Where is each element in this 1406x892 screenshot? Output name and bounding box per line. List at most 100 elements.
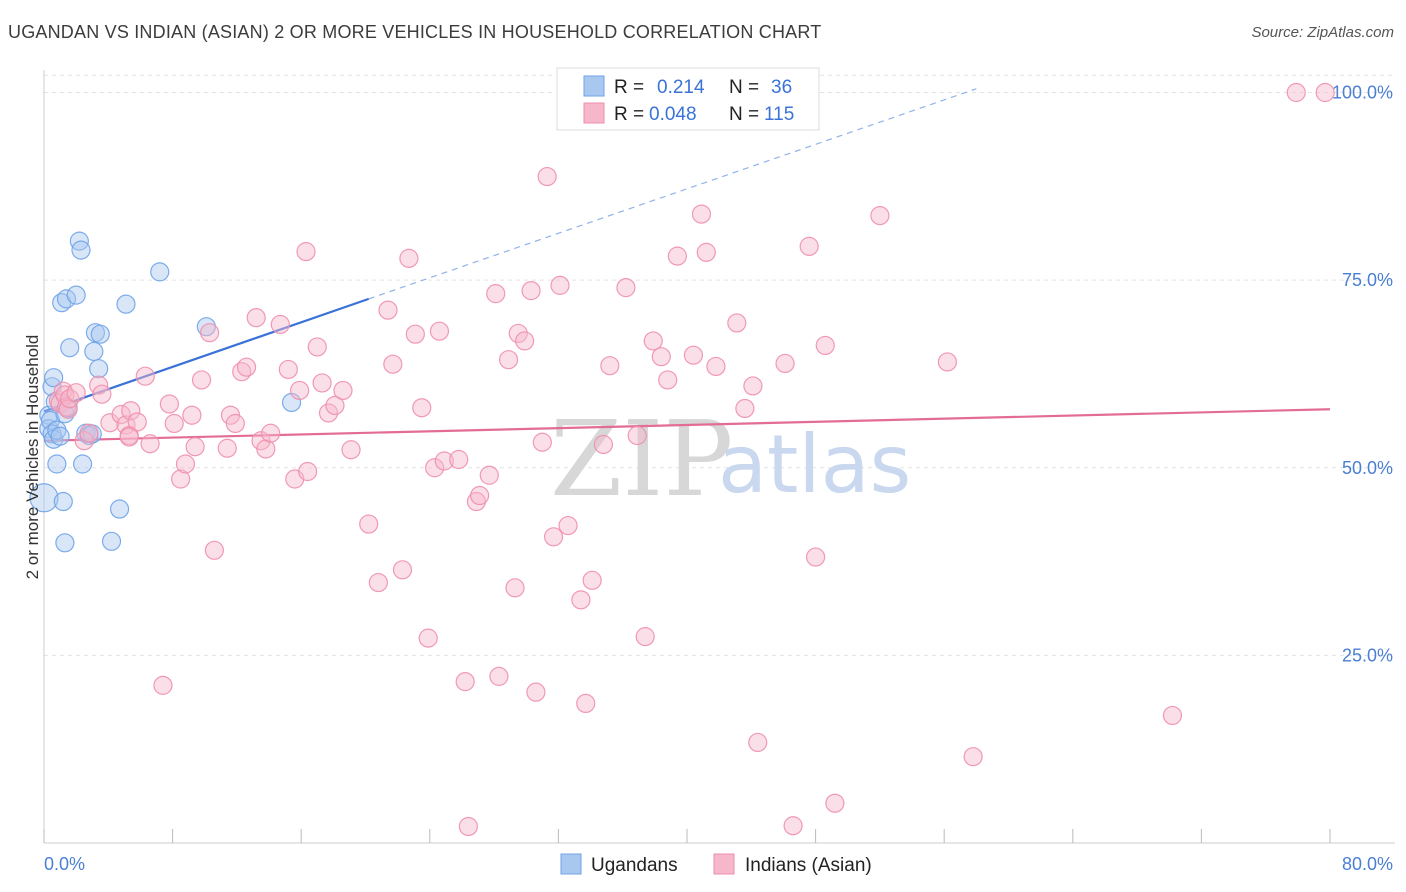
point-ugandans [116, 294, 136, 314]
point-indians [470, 485, 490, 506]
point-ugandans [196, 317, 216, 337]
point-indians [458, 816, 478, 837]
watermark-atlas: atlas [718, 418, 911, 511]
point-indians [378, 300, 398, 320]
point-indians [449, 449, 469, 470]
point-ugandans [109, 499, 130, 519]
point-indians [425, 458, 445, 478]
point-indians [600, 356, 620, 376]
trend-line-indians [43, 408, 1331, 442]
point-ugandans [55, 533, 75, 553]
stats-r-label-1: R = [614, 77, 644, 98]
source-label: Source: ZipAtlas.com [1251, 24, 1394, 41]
point-ugandans [39, 419, 59, 439]
trend-lines [43, 88, 1331, 442]
point-ugandans [60, 338, 80, 358]
trend-extension-ugandans [368, 88, 977, 300]
stats-r-value-2: 0.048 [649, 104, 697, 125]
point-indians [521, 281, 541, 301]
y-axis-label: 2 or more Vehicles in Household [23, 335, 42, 580]
point-ugandans [84, 341, 104, 362]
point-indians [937, 352, 958, 372]
point-indians [706, 356, 726, 377]
stats-legend: R = 0.214 N = 36 R = 0.048 N = 115 [556, 67, 820, 131]
point-indians [399, 248, 419, 268]
legend-swatch-indians [713, 853, 735, 875]
y-tick-label: 25.0% [1342, 645, 1393, 665]
point-indians [199, 323, 220, 343]
point-indians [66, 383, 86, 403]
point-indians [543, 527, 564, 547]
point-indians [616, 278, 636, 298]
point-indians [289, 380, 310, 401]
bottom-legend: Ugandans Indians (Asian) [560, 853, 872, 876]
point-indians [1162, 705, 1183, 726]
point-indians [185, 437, 205, 457]
point-indians [558, 515, 578, 536]
stats-n-value-2: 115 [764, 104, 794, 125]
point-indians [455, 672, 475, 692]
point-ugandans [90, 324, 110, 344]
point-indians [270, 314, 290, 335]
point-indians [508, 323, 528, 344]
point-indians [318, 403, 339, 423]
point-indians [307, 337, 327, 357]
point-ugandans [44, 368, 64, 388]
point-ugandans [50, 426, 70, 446]
point-indians [526, 682, 546, 702]
point-indians [383, 354, 403, 374]
point-indians [505, 578, 525, 598]
point-indians [683, 345, 704, 365]
point-ugandans [72, 454, 93, 474]
point-indians [153, 675, 173, 695]
point-indians [537, 166, 557, 187]
stats-r-label-2: R = [614, 104, 644, 125]
point-indians [727, 313, 747, 333]
point-indians [296, 242, 316, 262]
point-ugandans [66, 285, 86, 305]
point-ugandans [53, 491, 73, 512]
point-indians [405, 324, 425, 344]
point-indians [341, 440, 361, 460]
point-indians [696, 242, 716, 262]
x-tick-label: 80.0% [1342, 854, 1393, 874]
point-indians [116, 415, 136, 435]
y-tick-label: 100.0% [1332, 83, 1393, 103]
point-indians [182, 405, 202, 425]
point-indians [515, 331, 535, 351]
point-indians [175, 454, 196, 474]
point-indians [658, 370, 678, 390]
point-indians [312, 373, 332, 393]
stats-n-label-1: N = [729, 77, 759, 98]
point-indians [434, 451, 454, 471]
chart-title: UGANDAN VS INDIAN (ASIAN) 2 OR MORE VEHI… [8, 22, 822, 42]
point-indians [127, 412, 147, 432]
point-indians [691, 204, 712, 224]
point-indians [119, 427, 139, 447]
point-ugandans [47, 420, 67, 440]
point-indians [571, 590, 591, 610]
tick-labels: 25.0% 50.0% 75.0% 100.0% 0.0% 80.0% [44, 83, 1393, 874]
point-indians [1286, 82, 1306, 103]
point-indians [576, 693, 596, 714]
watermark: ZIP atlas [550, 398, 911, 520]
stats-n-label-2: N = [729, 104, 759, 125]
point-indians [498, 350, 519, 370]
point-indians [368, 572, 388, 593]
point-indians [135, 366, 155, 386]
stats-swatch-indians [583, 102, 605, 124]
point-indians [121, 401, 141, 421]
point-indians [359, 514, 379, 534]
point-indians [870, 205, 890, 226]
point-indians [582, 570, 602, 590]
point-indians [278, 359, 298, 380]
point-indians [743, 376, 763, 396]
point-indians [256, 439, 276, 459]
point-indians [246, 308, 266, 328]
point-indians [815, 335, 835, 356]
point-ugandans [29, 483, 59, 513]
watermark-zip: ZIP [550, 398, 733, 520]
point-indians [298, 461, 318, 482]
y-tick-label: 50.0% [1342, 458, 1393, 478]
